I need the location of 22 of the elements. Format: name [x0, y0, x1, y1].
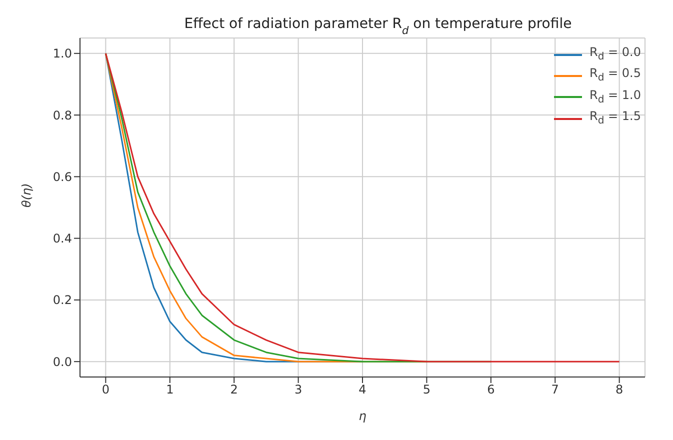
- y-tick-label: 0.0: [52, 354, 72, 369]
- y-axis-title: θ(η): [19, 183, 34, 208]
- legend-label: R$_{d}$ = 1.0: [590, 86, 641, 108]
- x-tick-label: 7: [551, 382, 559, 397]
- x-tick-label: 5: [422, 382, 431, 397]
- y-tick-label: 0.8: [52, 108, 72, 122]
- x-tick-label: 4: [358, 382, 366, 397]
- legend-label: R$_{d}$ = 0.0: [590, 44, 641, 64]
- y-tick-label: 0.2: [52, 293, 72, 308]
- x-tick-label: 1: [166, 382, 174, 397]
- x-tick-label: 6: [487, 382, 495, 397]
- y-tick-label: 1.0: [52, 46, 72, 61]
- x-axis-title: η: [358, 409, 367, 423]
- chart-title: Effect of radiation parameter R$_{d}$ on temperature profile: [184, 16, 572, 37]
- y-tick-label: 0.4: [52, 232, 72, 246]
- x-tick-label: 0: [102, 382, 110, 397]
- y-tick-label: 0.6: [52, 170, 72, 184]
- legend-label: R$_{d}$ = 0.5: [590, 65, 641, 86]
- legend-label: R$_{d}$ = 1.5: [590, 108, 641, 129]
- x-tick-label: 8: [616, 382, 624, 397]
- x-tick-label: 3: [294, 382, 302, 397]
- x-tick-label: 2: [230, 382, 238, 397]
